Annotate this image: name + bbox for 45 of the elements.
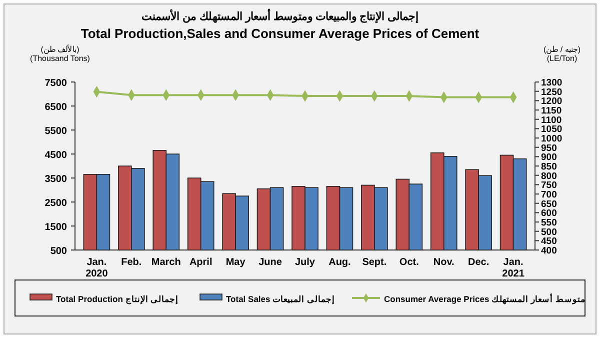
x-tick-label: Aug.	[328, 257, 352, 268]
chart-title: إجمالى الإنتاج والمبيعات ومتوسط أسعار المستهلك من الأسمنت	[141, 9, 419, 24]
y-tick-label: 6500	[44, 102, 68, 113]
y2-tick-label: 550	[541, 218, 557, 228]
y-tick-label: 7500	[44, 78, 68, 89]
y2-tick-label: 1000	[541, 134, 562, 144]
y2-tick-label: 1300	[541, 78, 562, 88]
y2-tick-label: 600	[541, 208, 557, 220]
y-tick-label: 2500	[44, 198, 68, 209]
x-tick-label: May	[226, 257, 246, 268]
y2-tick-label: 400	[541, 246, 557, 256]
y-tick-label: 5500	[44, 126, 68, 137]
y2-tick-label: 900	[541, 152, 557, 164]
legend-label: Consumer Average Prices متوسط أسعار المستهلك	[384, 292, 586, 305]
y2-tick-label: 850	[541, 162, 557, 172]
chart-subtitle: Total Production,Sales and Consumer Average Prices of Cement	[80, 26, 480, 41]
x-tick-label: Oct.	[399, 257, 420, 268]
x-tick-label: Sept.	[362, 257, 387, 268]
x-tick-label: Jan. 2021	[502, 257, 525, 280]
x-tick-label: Jan. 2020	[86, 257, 108, 280]
y2-tick-label: 950	[541, 142, 557, 154]
x-tick-label: April	[189, 257, 212, 268]
y2-tick-label: 800	[541, 170, 557, 182]
x-tick-label: March	[151, 257, 181, 268]
y-tick-label: 4500	[44, 150, 68, 161]
x-tick-label: Nov.	[433, 257, 455, 268]
y2-tick-label: 700	[541, 190, 557, 200]
y2-tick-label: 1150	[541, 106, 562, 116]
y2-tick-label: 1250	[541, 86, 562, 98]
y2-tick-label: 650	[541, 198, 557, 210]
y-tick-label: 500	[50, 246, 68, 257]
y2-tick-label: 500	[541, 226, 557, 238]
y-tick-label: 1500	[44, 222, 68, 233]
y2-tick-label: 1200	[541, 96, 562, 108]
x-tick-label: July	[294, 257, 316, 268]
y2-tick-label: 750	[541, 180, 557, 192]
y2-tick-label: 1050	[541, 124, 562, 136]
y2-tick-label: 450	[541, 236, 557, 248]
x-tick-label: Feb.	[121, 257, 142, 268]
x-tick-label: Dec.	[468, 257, 490, 268]
y2-tick-label: 1100	[541, 114, 562, 126]
legend-label: Total Production إجمالى الإنتاج	[56, 294, 179, 305]
y-tick-label: 3500	[44, 174, 68, 185]
x-tick-label: June	[258, 257, 282, 268]
legend-label: Total Sales إجمالى المبيعات	[226, 294, 335, 305]
